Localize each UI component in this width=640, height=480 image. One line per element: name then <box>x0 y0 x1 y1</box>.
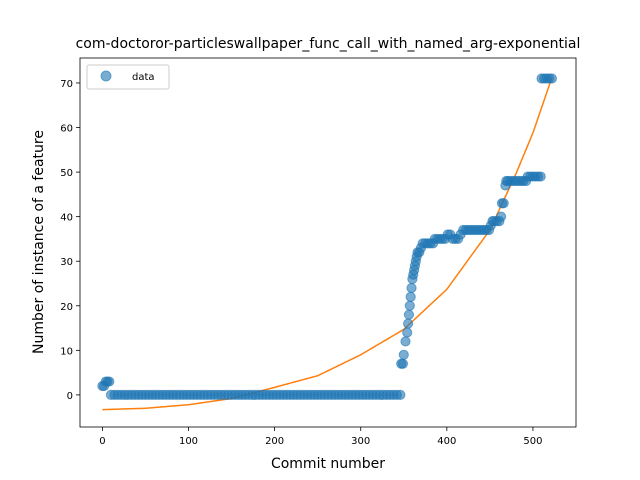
legend: data <box>86 64 170 90</box>
data-point <box>406 282 417 294</box>
y-tick-label: 0 <box>67 391 73 402</box>
y-tick-label: 30 <box>60 257 73 268</box>
legend-label: data <box>132 72 155 83</box>
y-tick-label: 70 <box>60 79 73 90</box>
data-point <box>397 358 409 369</box>
y-axis: 0 10 20 30 40 50 60 70 <box>60 79 80 402</box>
data-point <box>498 198 509 209</box>
y-tick-label: 50 <box>60 168 73 179</box>
data-point <box>495 211 507 222</box>
data-point <box>546 73 557 84</box>
y-axis-label: Number of instance of a feature <box>31 130 47 354</box>
data-point <box>535 171 546 182</box>
data-point <box>405 291 416 302</box>
legend-marker <box>100 70 112 82</box>
data-point <box>402 327 413 338</box>
data-point <box>404 300 415 311</box>
x-tick-label: 200 <box>265 436 284 447</box>
x-tick-label: 0 <box>99 436 105 447</box>
x-tick-label: 100 <box>179 436 198 447</box>
fit-layer <box>102 77 553 411</box>
legend-box <box>86 64 170 90</box>
plot-frame <box>79 57 577 428</box>
x-tick-label: 300 <box>351 436 370 447</box>
data-point <box>395 389 406 401</box>
data-point <box>402 318 414 329</box>
data-point <box>400 336 411 347</box>
points-layer <box>97 73 557 401</box>
chart-title: com-doctoror-particleswallpaper_func_cal… <box>76 36 581 52</box>
y-tick-label: 60 <box>60 124 73 135</box>
y-tick-label: 40 <box>60 213 73 224</box>
x-axis: 0 100 200 300 400 500 <box>99 427 542 447</box>
data-point <box>398 349 409 360</box>
y-tick-label: 20 <box>60 302 73 313</box>
x-axis-label: Commit number <box>271 456 385 472</box>
x-tick-label: 400 <box>437 436 456 447</box>
data-point <box>104 376 115 387</box>
x-tick-label: 500 <box>523 436 542 447</box>
fit-line <box>102 77 553 411</box>
data-point <box>403 309 415 320</box>
y-tick-label: 10 <box>60 346 73 357</box>
plot-area <box>80 58 576 427</box>
